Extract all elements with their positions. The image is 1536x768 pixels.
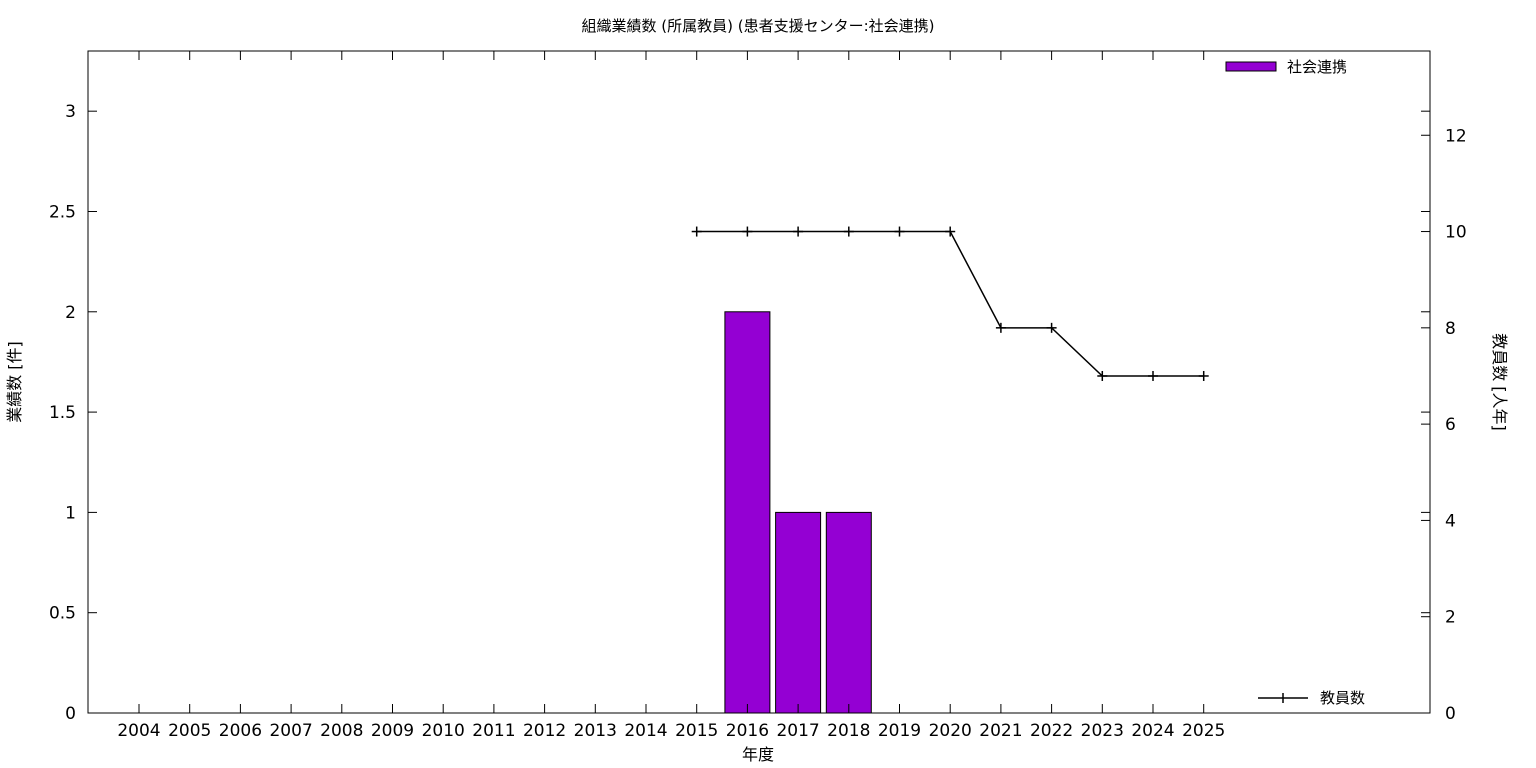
y-left-tick-label: 0	[65, 704, 76, 724]
x-tick-label: 2008	[320, 721, 363, 741]
x-tick-label: 2012	[523, 721, 566, 741]
y-left-tick-label: 1.5	[49, 403, 76, 423]
bar	[825, 511, 872, 714]
x-tick-label: 2010	[422, 721, 465, 741]
y-right-tick-label: 0	[1445, 704, 1456, 724]
y-axis-right: 0 2 4 6 8 10 12	[1421, 126, 1467, 724]
legend-bar-label: 社会連携	[1287, 58, 1347, 76]
x-tick-label: 2023	[1081, 721, 1124, 741]
x-tick-label: 2004	[117, 721, 160, 741]
legend-bar-swatch	[1225, 61, 1277, 72]
x-tick-label: 2021	[979, 721, 1022, 741]
x-tick-label: 2015	[675, 721, 718, 741]
y-right-tick-label: 6	[1445, 415, 1456, 435]
plot-area	[691, 226, 1209, 714]
x-tick-label: 2014	[624, 721, 667, 741]
x-axis-label: 年度	[742, 745, 774, 764]
y-right-tick-label: 2	[1445, 608, 1456, 628]
line-series	[696, 230, 1204, 377]
y-right-tick-label: 8	[1445, 319, 1456, 339]
y-axis-left: 0 0.5 1 1.5 2 2.5 3	[49, 102, 1430, 724]
y-right-tick-label: 4	[1445, 511, 1456, 531]
x-tick-label: 2013	[574, 721, 617, 741]
x-tick-label: 2007	[269, 721, 312, 741]
x-tick-label: 2009	[371, 721, 414, 741]
y-left-tick-label: 3	[65, 102, 76, 122]
legend-line: 教員数	[1258, 689, 1365, 707]
x-tick-label: 2022	[1030, 721, 1073, 741]
x-tick-label: 2005	[168, 721, 211, 741]
plot-frame	[87, 50, 1431, 714]
legend-bars: 社会連携	[1225, 58, 1347, 76]
x-tick-label: 2025	[1182, 721, 1225, 741]
x-tick-label: 2006	[219, 721, 262, 741]
y-axis-left-label: 業績数 [件]	[5, 341, 24, 423]
y-left-tick-label: 2	[65, 303, 76, 323]
x-axis: 2004 2005 2006 2007 2008 2009 2010 2011 2012 2013…	[117, 51, 1225, 741]
x-tick-label: 2024	[1131, 721, 1174, 741]
x-tick-label: 2011	[472, 721, 515, 741]
chart-title: 組織業績数 (所属教員) (患者支援センター:社会連携)	[581, 17, 934, 35]
y-right-tick-label: 12	[1445, 126, 1467, 146]
y-left-tick-label: 0.5	[49, 604, 76, 624]
y-left-tick-label: 1	[65, 503, 76, 523]
y-right-tick-label: 10	[1445, 223, 1467, 243]
x-tick-label: 2017	[776, 721, 819, 741]
bar	[775, 511, 822, 714]
x-tick-label: 2018	[827, 721, 870, 741]
legend-line-label: 教員数	[1320, 689, 1365, 707]
y-axis-right-label: 教員数 [人年]	[1490, 333, 1509, 431]
y-left-tick-label: 2.5	[49, 202, 76, 222]
x-tick-label: 2016	[726, 721, 769, 741]
bar	[724, 311, 771, 714]
x-tick-label: 2020	[929, 721, 972, 741]
x-tick-label: 2019	[878, 721, 921, 741]
